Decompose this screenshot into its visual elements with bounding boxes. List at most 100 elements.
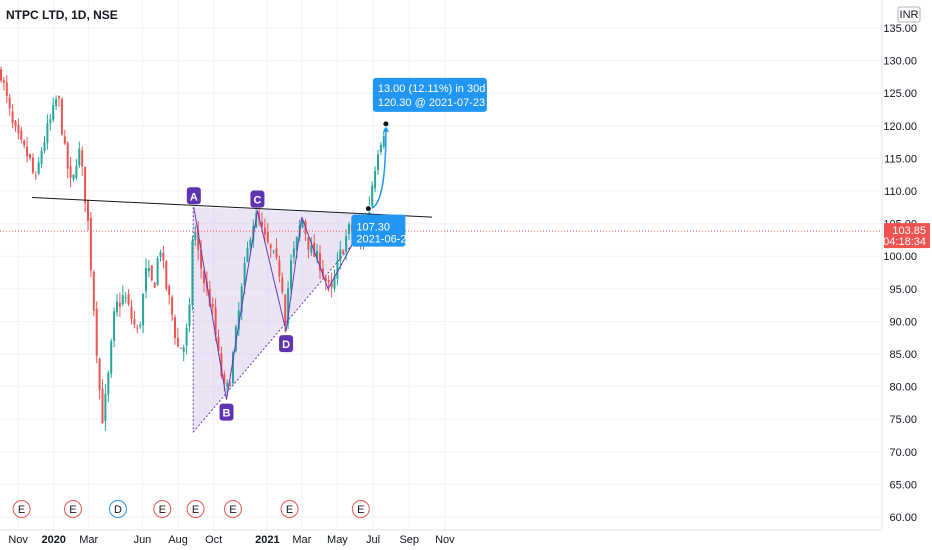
candle-body bbox=[147, 268, 150, 272]
event-circle bbox=[223, 500, 242, 518]
candle-body bbox=[168, 285, 171, 295]
event-circle bbox=[351, 500, 370, 518]
event-letter: E bbox=[357, 504, 364, 516]
earnings-marker[interactable]: E bbox=[63, 500, 82, 518]
candle-body bbox=[214, 307, 217, 336]
price-tick-label: 75.00 bbox=[889, 414, 917, 426]
candle-body bbox=[34, 175, 37, 177]
candle-body bbox=[321, 268, 324, 277]
event-circle bbox=[153, 500, 172, 518]
time-tick-label: Jul bbox=[366, 534, 380, 546]
pattern-point-d[interactable]: D bbox=[279, 335, 294, 353]
earnings-marker[interactable]: E bbox=[351, 500, 370, 518]
event-circle bbox=[12, 500, 31, 518]
price-tick-label: 125.00 bbox=[883, 88, 917, 100]
start-label-bg bbox=[351, 214, 406, 247]
candle-body bbox=[237, 310, 240, 330]
start-label-value: 107.30 bbox=[356, 222, 390, 234]
candle-body bbox=[379, 144, 382, 152]
earnings-marker[interactable]: E bbox=[12, 500, 31, 518]
candle-body bbox=[319, 252, 321, 271]
candle-body bbox=[46, 123, 49, 143]
candle-body bbox=[95, 308, 98, 356]
candle-body bbox=[162, 252, 165, 261]
candle-body bbox=[220, 353, 223, 377]
point-label-bg bbox=[219, 403, 234, 421]
candle-body bbox=[342, 251, 345, 254]
event-circle bbox=[186, 500, 205, 518]
candle-body bbox=[63, 136, 66, 144]
candle-body bbox=[310, 245, 313, 253]
time-axis[interactable]: Nov 2020 Mar Jun Aug Oct 2021 Mar May Jul Sep Nov bbox=[0, 529, 882, 546]
earnings-marker[interactable]: E bbox=[153, 500, 172, 518]
time-tick-label: May bbox=[327, 534, 348, 546]
time-tick-label: Jun bbox=[134, 534, 152, 546]
candle-body bbox=[333, 276, 336, 289]
earnings-marker[interactable]: E bbox=[280, 500, 299, 518]
candle-body bbox=[278, 260, 281, 277]
pattern-point-b[interactable]: B bbox=[219, 403, 234, 421]
candle-body bbox=[261, 221, 263, 228]
event-letter: D bbox=[114, 504, 122, 516]
candle-body bbox=[113, 311, 116, 341]
currency-badge[interactable]: INR bbox=[897, 6, 921, 23]
candle-body bbox=[382, 136, 385, 147]
price-tick-label: 85.00 bbox=[889, 349, 917, 361]
candle-body bbox=[345, 236, 348, 252]
price-tick-label: 60.00 bbox=[889, 512, 917, 524]
point-label-bg bbox=[279, 335, 294, 353]
candle-body bbox=[226, 382, 229, 387]
candle-body bbox=[98, 358, 101, 390]
event-letter: E bbox=[18, 504, 25, 516]
candle-body bbox=[182, 347, 185, 352]
dividend-marker[interactable]: D bbox=[108, 500, 127, 518]
candle-body bbox=[243, 262, 246, 287]
candle-body bbox=[23, 140, 26, 146]
time-tick-label: Mar bbox=[79, 534, 98, 546]
point-label-text: D bbox=[282, 339, 290, 351]
chart-header: NTPC LTD, 1D, NSE bbox=[6, 8, 118, 22]
candle-body bbox=[176, 338, 179, 347]
candle-body bbox=[89, 217, 92, 271]
end-label-summary: 13.00 (12.11%) in 30d bbox=[378, 83, 485, 95]
pattern-point-a[interactable]: A bbox=[186, 187, 201, 205]
candle-body bbox=[223, 374, 226, 384]
time-tick-label: Nov bbox=[435, 534, 455, 546]
candle-body bbox=[127, 294, 130, 305]
projection-start-point[interactable] bbox=[364, 205, 372, 213]
candle-body bbox=[292, 248, 295, 258]
candle-body bbox=[75, 165, 78, 178]
candle-body bbox=[5, 82, 8, 97]
candle-body bbox=[377, 154, 379, 171]
candle-body bbox=[14, 121, 17, 127]
projection-end-point[interactable] bbox=[382, 120, 390, 128]
resistance-trendline[interactable] bbox=[32, 197, 433, 218]
candle-body bbox=[336, 260, 339, 279]
candle-body bbox=[246, 247, 249, 262]
price-tag-countdown: 04:18:34 bbox=[883, 236, 926, 248]
price-axis[interactable]: 135.00130.00125.00120.00115.00110.00105.… bbox=[881, 0, 930, 530]
candle-body bbox=[324, 277, 327, 282]
candle-body bbox=[0, 69, 2, 81]
candle-body bbox=[272, 250, 275, 252]
candle-body bbox=[145, 268, 147, 292]
candle-body bbox=[194, 232, 197, 240]
earnings-marker[interactable]: E bbox=[223, 500, 242, 518]
candle-body bbox=[217, 336, 220, 352]
price-tick-label: 95.00 bbox=[889, 284, 917, 296]
candle-body bbox=[203, 271, 205, 284]
candle-body bbox=[281, 277, 284, 292]
candle-body bbox=[116, 301, 118, 313]
candle-body bbox=[200, 249, 203, 269]
pattern-point-c[interactable]: C bbox=[250, 190, 265, 208]
time-tick-label: Mar bbox=[292, 534, 311, 546]
candle-body bbox=[11, 111, 14, 124]
earnings-marker[interactable]: E bbox=[186, 500, 205, 518]
candle-body bbox=[101, 388, 104, 424]
price-tick-label: 115.00 bbox=[884, 153, 917, 165]
candle-body bbox=[142, 293, 145, 326]
